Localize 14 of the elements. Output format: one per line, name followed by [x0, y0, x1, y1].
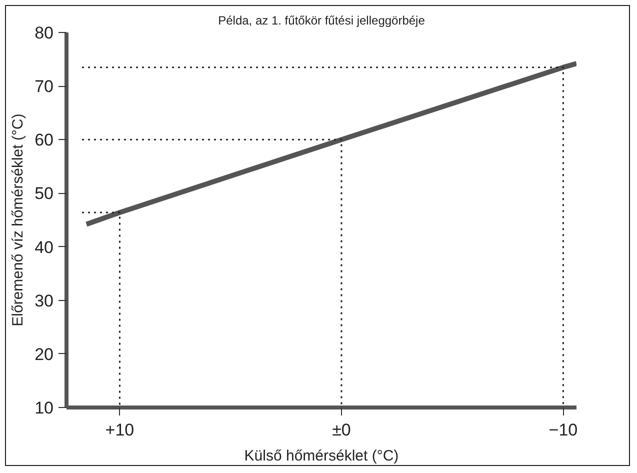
y-tick-label: 40: [34, 238, 54, 257]
x-tick-label: ±0: [332, 420, 351, 440]
y-tick-label: 50: [34, 184, 54, 204]
y-tick-label: 20: [34, 344, 54, 364]
y-tick-label: 70: [34, 77, 54, 96]
chart-title: Példa, az 1. fűtőkör fűtési jelleggörbéje: [218, 14, 426, 28]
x-axis-title: Külső hőmérséklet (°C): [244, 448, 399, 464]
y-axis-title: Előremenő víz hőmérséklet (°C): [10, 114, 27, 326]
x-tick-label: +10: [105, 420, 134, 440]
y-tick-label: 30: [34, 291, 54, 310]
y-tick-label: 60: [34, 130, 54, 150]
y-tick-label: 80: [34, 24, 54, 42]
y-tick-label: 10: [34, 398, 54, 418]
x-tick-label: −10: [548, 420, 578, 440]
